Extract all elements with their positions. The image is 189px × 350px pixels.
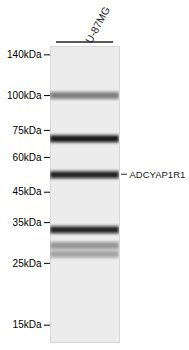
svg-text:100kDa: 100kDa (7, 90, 42, 101)
svg-text:140kDa: 140kDa (7, 49, 42, 60)
svg-text:15kDa: 15kDa (13, 319, 42, 330)
svg-text:ADCYAP1R1: ADCYAP1R1 (130, 169, 186, 180)
svg-text:25kDa: 25kDa (13, 258, 42, 269)
svg-text:U-87MG: U-87MG (83, 4, 112, 45)
svg-text:60kDa: 60kDa (13, 152, 42, 163)
svg-text:35kDa: 35kDa (13, 217, 42, 228)
svg-text:45kDa: 45kDa (13, 186, 42, 197)
svg-text:75kDa: 75kDa (13, 125, 42, 136)
